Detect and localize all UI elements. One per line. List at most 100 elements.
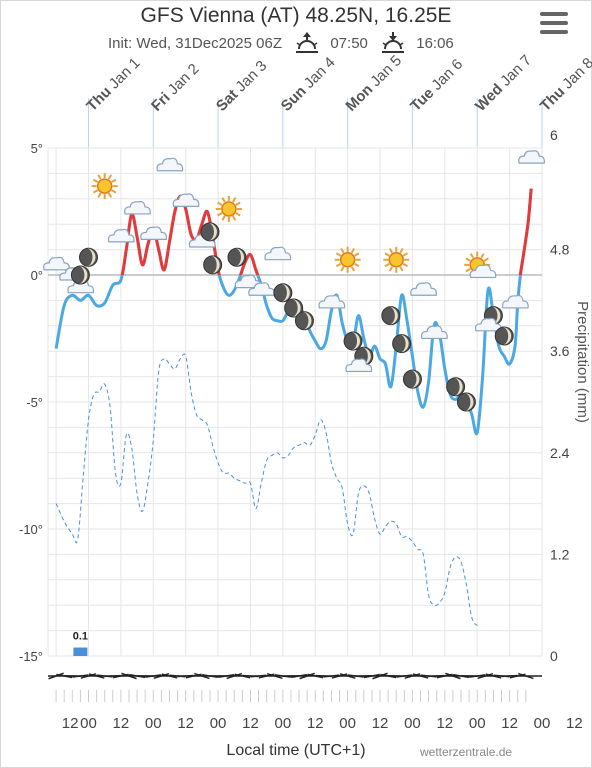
moon-crescent bbox=[78, 266, 88, 284]
moon-icon bbox=[343, 331, 363, 351]
y-tick-left: 5° bbox=[31, 141, 43, 156]
moon-crescent bbox=[291, 299, 301, 318]
cloud-icon bbox=[501, 294, 529, 309]
cloud-shape bbox=[345, 358, 373, 373]
moon-crescent bbox=[388, 306, 398, 325]
sun-ray bbox=[350, 248, 356, 254]
day-label: Fri Jan 2 bbox=[148, 60, 202, 114]
day-date: Jan 5 bbox=[367, 52, 405, 90]
hour-label: 12 bbox=[242, 715, 259, 732]
cloud-shape bbox=[518, 150, 545, 164]
day-date: Jan 1 bbox=[106, 54, 144, 92]
sun-ray bbox=[335, 262, 342, 268]
day-label: Sat Jan 3 bbox=[213, 57, 270, 114]
wind-arrow bbox=[363, 673, 380, 679]
sun-ray bbox=[231, 215, 237, 221]
cloud-icon bbox=[234, 274, 262, 289]
sun-ray bbox=[350, 266, 356, 272]
cloud-icon bbox=[410, 282, 437, 296]
sun-ray bbox=[221, 215, 226, 221]
sun-ray bbox=[388, 248, 394, 254]
dewpoint-line bbox=[55, 353, 478, 626]
cloud-shape bbox=[318, 294, 346, 309]
wind-arrow bbox=[234, 673, 251, 679]
sun-ray bbox=[354, 252, 360, 257]
cloud-shape bbox=[156, 157, 184, 172]
wind-arrow bbox=[153, 672, 170, 680]
wind-arrow bbox=[428, 674, 445, 678]
wind-arrow bbox=[469, 674, 486, 678]
day-date: Jan 7 bbox=[497, 52, 535, 90]
hour-label: 00 bbox=[339, 715, 356, 732]
wind-arrow bbox=[72, 674, 89, 678]
sun-ray bbox=[107, 174, 113, 180]
moon-icon bbox=[494, 326, 514, 346]
sun-ray bbox=[402, 252, 408, 257]
sun-disc bbox=[221, 201, 237, 217]
sun-ray bbox=[92, 189, 99, 194]
wind-arrow bbox=[477, 672, 494, 680]
sun-ray bbox=[221, 197, 226, 203]
hour-label: 00 bbox=[534, 715, 551, 732]
moon-crescent bbox=[351, 332, 361, 351]
sun-ray bbox=[111, 178, 117, 183]
cloud-shape bbox=[172, 193, 200, 207]
sun-ray bbox=[384, 262, 390, 268]
cloud-shape bbox=[124, 200, 151, 215]
hour-label: 12 bbox=[566, 715, 583, 732]
precip-bar bbox=[73, 647, 88, 656]
sun-ray bbox=[107, 192, 113, 198]
cloud-shape bbox=[234, 274, 262, 289]
wind-arrow bbox=[453, 673, 470, 679]
day-label: Thu Jan 8 bbox=[537, 54, 592, 114]
sunset-time: 16:06 bbox=[416, 34, 454, 52]
hour-label: 00 bbox=[210, 715, 227, 732]
sun-ray bbox=[97, 192, 102, 198]
moon-icon bbox=[203, 255, 223, 275]
hour-label: 12 bbox=[113, 715, 130, 732]
day-label: Wed Jan 7 bbox=[472, 52, 535, 115]
cloud-icon bbox=[318, 294, 346, 309]
y-tick-right: 2.4 bbox=[550, 445, 570, 461]
moon-crescent bbox=[502, 326, 512, 345]
wind-arrow bbox=[299, 672, 315, 680]
wind-arrow bbox=[48, 672, 64, 680]
sun-ray bbox=[217, 201, 223, 206]
hour-label: 00 bbox=[80, 715, 97, 732]
moon-icon bbox=[402, 369, 422, 389]
cloud-icon bbox=[248, 282, 275, 296]
sun-ray bbox=[111, 189, 117, 194]
hour-label: 12 bbox=[501, 715, 518, 732]
sun-disc bbox=[339, 252, 356, 268]
sun-ray bbox=[335, 252, 342, 257]
hour-label: 12 bbox=[436, 715, 453, 732]
moon-icon bbox=[392, 334, 412, 354]
hour-labels-layer: 12001200120012001200120012001200120012 bbox=[62, 715, 583, 732]
moon-icon bbox=[227, 247, 247, 267]
sun-ray bbox=[235, 212, 241, 217]
moon-icon bbox=[284, 298, 304, 318]
sun-icon bbox=[334, 246, 361, 273]
wind-arrow bbox=[380, 673, 397, 679]
cloud-shape bbox=[248, 282, 275, 296]
cloud-icon bbox=[124, 200, 151, 215]
hour-label: 00 bbox=[145, 715, 162, 732]
y-axis-label-right: Precipitation (mm) bbox=[574, 301, 591, 423]
credits-link[interactable]: wetterzentrale.de bbox=[420, 745, 513, 759]
cloud-icon bbox=[420, 325, 448, 340]
cloud-shape bbox=[420, 325, 448, 340]
wind-arrow bbox=[218, 674, 235, 678]
wind-arrow bbox=[226, 672, 243, 680]
moon-crescent bbox=[361, 347, 371, 366]
wind-arrow bbox=[339, 673, 356, 679]
wind-arrow bbox=[145, 674, 162, 678]
moon-crescent bbox=[399, 334, 409, 353]
sun-ray bbox=[480, 253, 485, 259]
cloud-icon bbox=[140, 226, 168, 240]
hamburger-menu-icon[interactable] bbox=[540, 12, 568, 36]
day-label: Sun Jan 4 bbox=[278, 54, 339, 115]
day-date: Jan 2 bbox=[165, 60, 203, 98]
y-tick-right: 3.6 bbox=[550, 343, 570, 359]
wind-arrow bbox=[307, 673, 324, 679]
wind-arrow bbox=[485, 673, 502, 679]
